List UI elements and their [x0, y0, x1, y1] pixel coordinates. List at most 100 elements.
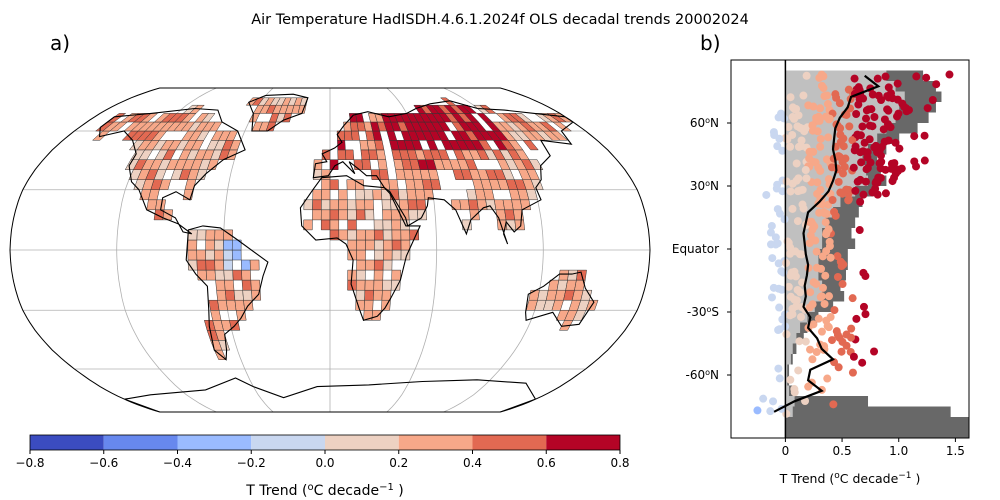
zonal-point	[923, 104, 932, 113]
trend-cell	[187, 239, 198, 251]
trend-cell	[370, 169, 381, 180]
trend-cell	[363, 299, 374, 311]
trend-cell	[343, 121, 352, 132]
trend-cell	[312, 199, 322, 211]
observed-coverage-bar	[785, 291, 823, 302]
zonal-xtick-label: 1.5	[946, 444, 965, 458]
coastline-antarctica	[122, 377, 537, 412]
zonal-point	[808, 355, 817, 364]
zonal-point	[802, 71, 811, 80]
observed-coverage-bar	[785, 165, 867, 176]
colorbar-tick-label: 0.2	[389, 456, 408, 470]
trend-cell	[558, 269, 570, 281]
zonal-point	[849, 163, 858, 172]
trend-cell	[360, 149, 371, 160]
zonal-point	[809, 102, 818, 111]
zonal-ytick-label: 30oN	[690, 179, 719, 194]
trend-cell	[398, 199, 409, 211]
trend-cell	[567, 269, 578, 281]
trend-cell	[372, 189, 383, 201]
zonal-point	[773, 142, 782, 151]
zonal-point	[871, 184, 880, 193]
zonal-point	[770, 130, 779, 139]
trend-cell	[416, 199, 427, 211]
trend-cell	[347, 219, 357, 231]
trend-cell	[329, 209, 340, 221]
map-grid-cells	[91, 97, 599, 360]
zonal-point	[884, 136, 893, 145]
zonal-point	[806, 345, 815, 354]
zonal-xlabel: T Trend (oC decade−1 )	[779, 471, 921, 486]
trend-cell	[140, 113, 159, 123]
zonal-point	[778, 315, 787, 324]
zonal-point	[784, 282, 793, 291]
trend-cell	[483, 189, 495, 201]
trend-cell	[196, 259, 207, 271]
zonal-xtick-label: 0	[782, 444, 790, 458]
zonal-point	[853, 130, 862, 139]
trend-cell	[208, 299, 220, 311]
colorbar: −0.8 −0.6 −0.4 −0.2 0.0 0.2 0.4 0.6 0.8	[15, 434, 630, 470]
zonal-point	[804, 382, 813, 391]
zonal-point	[836, 257, 845, 266]
zonal-point	[790, 295, 799, 304]
observed-coverage-bar	[785, 91, 905, 102]
zonal-point	[839, 142, 848, 151]
zonal-point	[884, 106, 893, 115]
trend-cell	[338, 229, 349, 241]
trend-cell	[391, 219, 402, 231]
zonal-point	[881, 189, 890, 198]
trend-cell	[343, 130, 353, 141]
zonal-point	[912, 72, 921, 81]
colorbar-segment	[30, 435, 104, 450]
zonal-point	[858, 122, 867, 131]
colorbar-segment	[398, 435, 473, 450]
trend-cell	[373, 259, 384, 271]
trend-cell	[242, 289, 253, 301]
zonal-point	[816, 166, 825, 175]
trend-cell	[426, 140, 439, 151]
observed-coverage-bar	[785, 81, 896, 92]
land-coverage-bar	[785, 385, 795, 396]
zonal-point	[817, 70, 826, 79]
zonal-point	[816, 134, 825, 143]
trend-cell	[214, 239, 224, 251]
zonal-point	[820, 299, 829, 308]
zonal-point	[817, 327, 826, 336]
zonal-point	[859, 302, 868, 311]
trend-cell	[248, 113, 261, 123]
zonal-point	[830, 306, 839, 315]
trend-cell	[214, 259, 225, 271]
trend-cell	[214, 269, 225, 281]
zonal-point	[833, 331, 842, 340]
zonal-point	[786, 142, 795, 151]
observed-coverage-bar	[785, 364, 788, 375]
zonal-point	[870, 112, 879, 121]
observed-coverage-bar	[785, 322, 801, 333]
zonal-point	[851, 142, 860, 151]
trend-cell	[345, 149, 355, 160]
trend-cell	[355, 189, 365, 201]
zonal-xtick-label: 0.5	[833, 444, 852, 458]
trend-cell	[346, 179, 356, 190]
zonal-point	[876, 151, 885, 160]
zonal-point	[808, 225, 817, 234]
trend-cell	[214, 249, 224, 261]
trend-cell	[372, 289, 383, 301]
trend-cell	[469, 209, 480, 221]
zonal-point	[753, 406, 762, 415]
zonal-point	[837, 347, 846, 356]
zonal-point	[796, 288, 805, 297]
zonal-ytick-label: 60oN	[690, 116, 719, 131]
trend-cell	[468, 199, 479, 211]
zonal-point	[823, 322, 832, 331]
trend-cell	[197, 269, 208, 281]
trend-cell	[374, 249, 384, 261]
zonal-point	[861, 272, 870, 281]
trend-cell	[338, 189, 348, 201]
trend-cell	[386, 130, 398, 141]
trend-cell	[223, 269, 234, 281]
trend-cell	[187, 229, 198, 241]
trend-cell	[338, 199, 348, 211]
trend-cell	[376, 149, 387, 160]
